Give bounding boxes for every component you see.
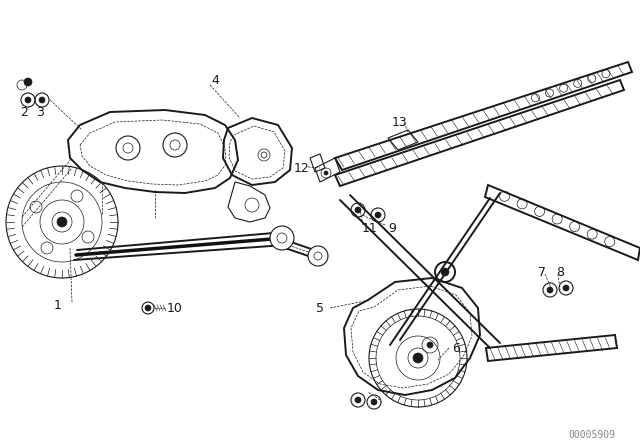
Text: 00005909: 00005909	[568, 430, 615, 440]
Circle shape	[547, 287, 553, 293]
Text: 7: 7	[538, 266, 546, 279]
Circle shape	[145, 305, 151, 311]
Circle shape	[39, 97, 45, 103]
Text: 4: 4	[211, 73, 219, 86]
Text: 5: 5	[316, 302, 324, 314]
Circle shape	[427, 342, 433, 348]
Circle shape	[355, 207, 361, 213]
Circle shape	[324, 171, 328, 175]
Text: 6: 6	[452, 341, 460, 354]
Circle shape	[441, 268, 449, 276]
Circle shape	[308, 246, 328, 266]
Circle shape	[24, 78, 32, 86]
Text: 13: 13	[392, 116, 408, 129]
Circle shape	[563, 285, 569, 291]
Circle shape	[375, 212, 381, 218]
Text: 10: 10	[167, 302, 183, 314]
Text: 2: 2	[20, 105, 28, 119]
Text: 1: 1	[54, 298, 62, 311]
Text: 12: 12	[294, 161, 310, 175]
Circle shape	[371, 399, 377, 405]
Circle shape	[25, 97, 31, 103]
Text: 3: 3	[36, 105, 44, 119]
Circle shape	[57, 217, 67, 227]
Circle shape	[270, 226, 294, 250]
Circle shape	[355, 397, 361, 403]
Text: 8: 8	[556, 266, 564, 279]
Circle shape	[413, 353, 423, 363]
Text: 11: 11	[362, 221, 378, 234]
Text: 9: 9	[388, 221, 396, 234]
